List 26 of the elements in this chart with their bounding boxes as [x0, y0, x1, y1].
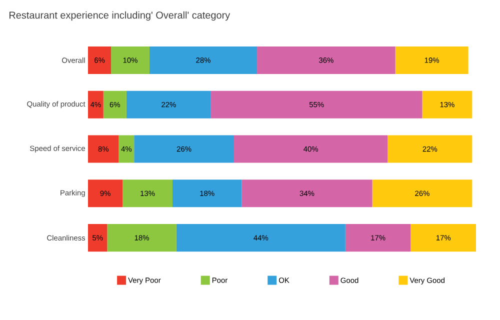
bar [88, 90, 104, 118]
bar [176, 224, 346, 252]
bar [88, 135, 119, 163]
bar [395, 46, 468, 74]
bar [172, 180, 242, 208]
bar [257, 46, 396, 74]
bar [410, 224, 476, 252]
bar [372, 180, 472, 208]
bar [242, 180, 372, 208]
chart-title: Restaurant experience including' Overall' category [10, 11, 230, 21]
bar [422, 90, 472, 118]
bar [122, 180, 173, 208]
bar [388, 135, 472, 163]
bar [88, 180, 123, 208]
bar [134, 135, 234, 163]
bar [149, 46, 258, 74]
bar [210, 90, 422, 118]
bar [103, 90, 126, 118]
bar [107, 224, 176, 252]
bar [234, 135, 388, 163]
bar [88, 224, 108, 252]
bar [345, 224, 411, 252]
bar [111, 46, 150, 74]
bar [118, 135, 134, 163]
bar [126, 90, 211, 118]
bar [88, 46, 112, 74]
